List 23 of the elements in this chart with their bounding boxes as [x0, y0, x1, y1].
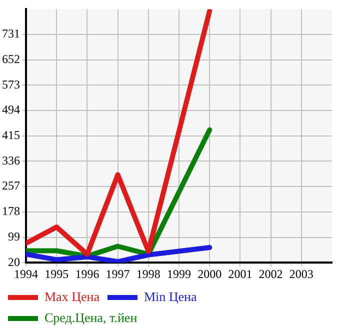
y-tick-label: 20: [8, 254, 20, 269]
y-tick-label: 494: [2, 102, 20, 117]
y-tick-label: 99: [8, 229, 20, 244]
y-tick-label: 415: [2, 128, 20, 142]
legend-label: Min Цена: [144, 288, 197, 304]
y-tick-label: 257: [2, 178, 20, 193]
y-tick-label: 573: [2, 77, 20, 92]
x-tick-label: 1997: [106, 266, 130, 281]
y-tick-label: 336: [2, 153, 20, 168]
x-tick-label: 1999: [167, 266, 191, 281]
x-tick-label: 1995: [44, 266, 69, 281]
x-tick-label: 2003: [289, 266, 314, 281]
x-tick-label: 2002: [258, 266, 283, 281]
x-tick-label: 1994: [14, 266, 38, 281]
x-tick-label: 2001: [228, 266, 252, 281]
x-tick-label: 1998: [136, 266, 160, 281]
x-tick-label: 2000: [198, 266, 222, 281]
y-tick-label: 652: [2, 52, 20, 66]
y-tick-label: 178: [2, 204, 20, 218]
legend-label: Сред.Цена, т.йен: [44, 310, 138, 325]
y-tick-label: 731: [2, 26, 20, 41]
legend-label: Max Цена: [44, 288, 100, 304]
x-tick-label: 1996: [75, 266, 100, 281]
